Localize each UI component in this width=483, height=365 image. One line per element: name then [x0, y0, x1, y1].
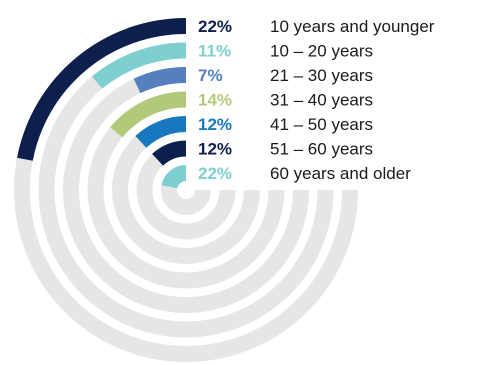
- value-label: 12%: [198, 115, 232, 134]
- value-label: 11%: [198, 42, 231, 61]
- ring-track: [63, 67, 309, 313]
- ring-arc: [152, 140, 187, 166]
- ring-arc: [91, 42, 187, 89]
- ring-arc: [135, 116, 187, 148]
- category-label: 51 – 60 years: [270, 140, 373, 159]
- ring-arc: [17, 18, 187, 161]
- ring-arc: [110, 91, 187, 138]
- category-label: 31 – 40 years: [270, 91, 373, 110]
- value-label: 12%: [198, 140, 232, 159]
- ring-arc: [161, 165, 187, 190]
- value-label: 22%: [198, 164, 232, 183]
- value-label: 22%: [198, 17, 232, 36]
- ring-track: [136, 140, 236, 240]
- ring-track: [38, 42, 334, 338]
- value-label: 7%: [198, 66, 223, 85]
- category-label: 41 – 50 years: [270, 115, 373, 134]
- category-label: 10 – 20 years: [270, 42, 373, 61]
- ring-arc: [133, 67, 187, 94]
- category-label: 60 years and older: [270, 164, 411, 183]
- value-label: 14%: [198, 91, 232, 110]
- category-label: 21 – 30 years: [270, 66, 373, 85]
- category-label: 10 years and younger: [270, 17, 435, 36]
- ring-arcs: [17, 18, 187, 190]
- legend: 22% 10 years and younger 11% 10 – 20 years 7…: [198, 17, 435, 183]
